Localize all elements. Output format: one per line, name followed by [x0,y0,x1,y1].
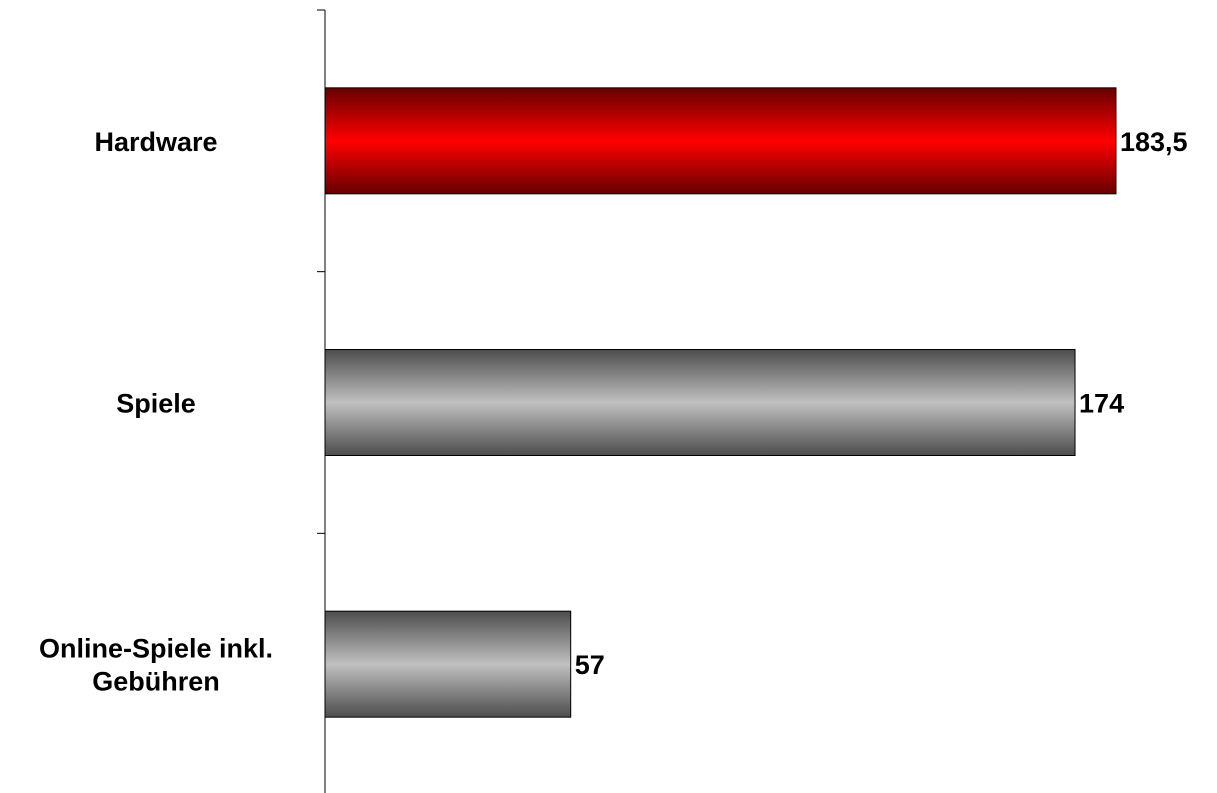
bars-layer [324,87,1117,718]
labels-layer: 183,5 Hardware 174 Spiele 57 Online-Spiele in… [39,127,1188,697]
value-label-2: 57 [575,650,605,680]
category-label-2: Online-Spiele inkl. Gebühren [39,634,273,697]
y-axis [317,9,326,793]
category-label-1: Spiele [116,389,196,419]
bar-1 [324,349,1076,456]
value-label-0: 183,5 [1120,127,1188,157]
category-label-0: Hardware [94,127,217,157]
bar-0 [324,87,1117,195]
value-label-1: 174 [1079,389,1124,419]
bar-2 [324,610,572,718]
